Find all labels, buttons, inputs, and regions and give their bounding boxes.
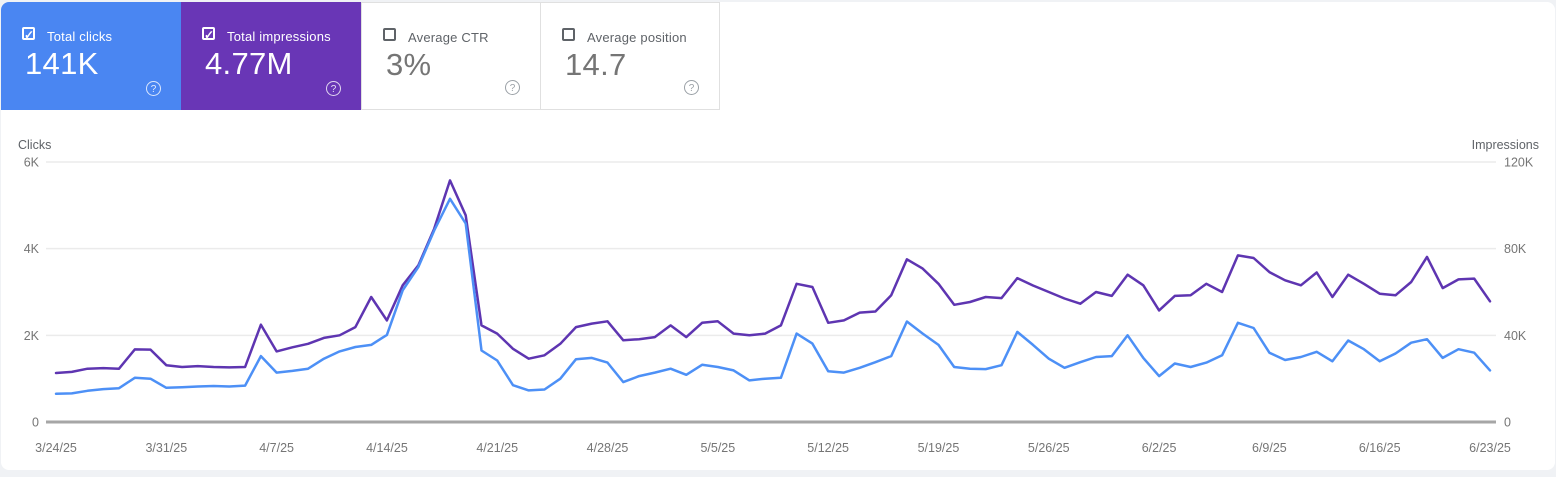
checkbox-average-ctr[interactable] — [383, 28, 396, 41]
x-tick-label: 6/16/25 — [1359, 441, 1401, 455]
x-tick-label: 6/9/25 — [1252, 441, 1287, 455]
help-icon[interactable]: ? — [684, 80, 699, 95]
impressions-line[interactable] — [54, 179, 1492, 375]
x-tick-label: 4/7/25 — [259, 441, 294, 455]
card-average-ctr[interactable]: Average CTR 3% ? — [361, 2, 541, 110]
card-total-impressions-value: 4.77M — [205, 46, 293, 81]
left-axis-tick-label: 4K — [24, 242, 40, 256]
card-total-clicks-label: Total clicks — [47, 29, 113, 44]
x-tick-label: 6/23/25 — [1469, 441, 1511, 455]
help-icon[interactable]: ? — [505, 80, 520, 95]
x-tick-label: 4/28/25 — [587, 441, 629, 455]
metric-cards-row: ✓ Total clicks 141K ? ✓ Total impression… — [1, 2, 720, 110]
x-tick-label: 3/31/25 — [145, 441, 187, 455]
card-total-clicks-value: 141K — [25, 46, 99, 81]
performance-chart[interactable]: Clicks Impressions 0 2K 4K 6K 0 40K 80K 120K 3/24/… — [1, 132, 1556, 472]
x-tick-label: 4/21/25 — [476, 441, 518, 455]
x-tick-label: 6/2/25 — [1142, 441, 1177, 455]
checkbox-total-impressions[interactable]: ✓ — [202, 27, 215, 42]
performance-panel: ✓ Total clicks 141K ? ✓ Total impression… — [1, 2, 1555, 470]
right-axis-tick-label: 40K — [1504, 329, 1527, 343]
clicks-line[interactable] — [54, 197, 1492, 396]
card-total-clicks[interactable]: ✓ Total clicks 141K ? — [1, 2, 181, 110]
x-tick-label: 5/12/25 — [807, 441, 849, 455]
right-axis-tick-label: 0 — [1504, 416, 1511, 430]
card-total-impressions[interactable]: ✓ Total impressions 4.77M ? — [181, 2, 361, 110]
right-axis-tick-label: 80K — [1504, 242, 1527, 256]
card-average-position[interactable]: Average position 14.7 ? — [540, 2, 720, 110]
card-average-position-label: Average position — [587, 30, 687, 45]
x-tick-label: 5/19/25 — [918, 441, 960, 455]
x-tick-label: 3/24/25 — [35, 441, 77, 455]
card-average-ctr-value: 3% — [386, 47, 432, 82]
card-average-position-value: 14.7 — [565, 47, 627, 82]
x-tick-label: 5/26/25 — [1028, 441, 1070, 455]
x-tick-label: 4/14/25 — [366, 441, 408, 455]
checkbox-total-clicks[interactable]: ✓ — [22, 27, 35, 42]
left-axis-tick-label: 0 — [32, 416, 39, 430]
left-axis-tick-label: 2K — [24, 329, 40, 343]
help-icon[interactable]: ? — [326, 81, 341, 96]
help-icon[interactable]: ? — [146, 81, 161, 96]
left-axis-tick-label: 6K — [24, 156, 40, 170]
right-axis-tick-label: 120K — [1504, 156, 1534, 170]
left-axis-title: Clicks — [18, 138, 51, 152]
card-average-ctr-label: Average CTR — [408, 30, 489, 45]
x-tick-label: 5/5/25 — [700, 441, 735, 455]
card-total-impressions-label: Total impressions — [227, 29, 331, 44]
right-axis-title: Impressions — [1472, 138, 1539, 152]
checkbox-average-position[interactable] — [562, 28, 575, 41]
chart-canvas[interactable]: Clicks Impressions 0 2K 4K 6K 0 40K 80K 120K 3/24/… — [1, 132, 1556, 472]
